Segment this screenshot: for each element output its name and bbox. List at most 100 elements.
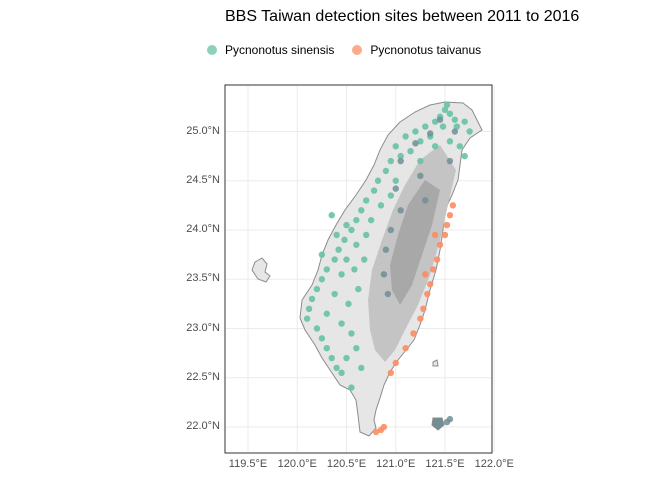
green-island <box>432 359 439 367</box>
detection-point <box>348 330 355 337</box>
detection-point <box>328 212 335 219</box>
detection-point <box>443 101 451 109</box>
detection-point <box>338 320 345 327</box>
detection-point <box>353 345 360 352</box>
detection-point <box>446 110 454 117</box>
detection-point <box>384 290 392 298</box>
detection-point <box>338 369 345 377</box>
detection-point <box>427 130 434 137</box>
detection-point <box>429 266 437 273</box>
chart-title: BBS Taiwan detection sites between 2011 … <box>225 8 580 25</box>
legend-item-taivanus: Pycnonotus taivanus <box>352 43 481 57</box>
detection-point <box>351 266 358 273</box>
y-tick-label: 24.0°N <box>186 223 220 235</box>
detection-point <box>412 128 419 135</box>
detection-point <box>420 305 427 312</box>
detection-point <box>374 177 382 184</box>
detection-point <box>318 335 326 342</box>
detection-point <box>422 123 429 130</box>
detection-point <box>380 423 388 431</box>
detection-point <box>363 231 370 239</box>
detection-point <box>328 354 335 362</box>
detection-point <box>382 246 390 253</box>
detection-point <box>451 116 459 123</box>
detection-point <box>402 345 409 352</box>
y-tick-label: 25.0°N <box>186 124 220 137</box>
detection-point <box>417 138 424 145</box>
detection-point <box>358 364 365 372</box>
orchid-island <box>431 417 445 431</box>
detection-point <box>441 231 449 239</box>
detection-point <box>387 192 395 199</box>
detection-point <box>431 118 439 125</box>
detection-point <box>427 280 434 288</box>
detection-point <box>443 221 451 229</box>
legend-item-sinensis: Pycnonotus sinensis <box>207 43 334 57</box>
detection-point <box>353 216 360 224</box>
detection-point <box>424 290 431 298</box>
detection-point <box>441 106 449 114</box>
detection-point <box>323 345 330 352</box>
detection-point <box>323 266 330 273</box>
legend-label-taivanus: Pycnonotus taivanus <box>370 43 482 57</box>
detection-point <box>461 152 468 160</box>
y-tick-label: 22.5°N <box>186 370 220 383</box>
taiwan-basemap <box>251 101 483 437</box>
detection-point <box>331 290 338 298</box>
detection-point <box>392 143 399 150</box>
legend-label-sinensis: Pycnonotus sinensis <box>225 43 335 57</box>
detection-point <box>361 256 368 263</box>
detection-point <box>380 271 388 278</box>
x-tick-label: 119.5°E <box>228 458 268 470</box>
detection-point <box>466 128 473 135</box>
detection-point <box>446 138 454 145</box>
detection-point <box>343 256 350 263</box>
detection-point <box>392 185 399 192</box>
detection-point <box>436 241 444 248</box>
detection-point <box>410 330 417 337</box>
detection-point <box>431 231 439 239</box>
detection-point <box>370 187 378 194</box>
legend-swatch-sinensis <box>207 45 217 55</box>
detection-point <box>348 226 355 234</box>
y-tick-label: 24.5°N <box>186 173 220 186</box>
detection-point <box>397 157 404 165</box>
detection-point <box>387 369 395 377</box>
detection-point <box>343 221 350 229</box>
y-tick-label: 22.0°N <box>186 420 220 432</box>
x-tick-label: 122.0°E <box>474 458 514 470</box>
detection-point <box>343 354 350 362</box>
detection-point <box>439 123 447 130</box>
detection-point <box>335 246 342 253</box>
detection-point <box>417 315 424 322</box>
detection-point <box>449 202 457 209</box>
detection-point <box>313 285 321 293</box>
detection-point <box>422 271 429 278</box>
detection-point <box>318 251 326 258</box>
detection-point <box>417 157 424 165</box>
detection-point <box>392 359 399 367</box>
detection-point <box>377 202 385 209</box>
detection-point <box>372 428 380 436</box>
detection-point <box>446 157 454 165</box>
detection-point <box>348 384 355 391</box>
x-tick-label: 121.0°E <box>376 458 416 470</box>
detection-point <box>363 197 370 204</box>
detection-point <box>417 172 424 180</box>
detection-point <box>433 256 441 263</box>
detection-point <box>308 295 316 303</box>
detection-point <box>422 197 429 204</box>
detection-point <box>313 325 321 332</box>
detection-point <box>305 305 313 312</box>
detection-point <box>402 133 409 140</box>
detection-point <box>355 285 362 293</box>
detection-point <box>446 415 454 423</box>
detection-point <box>392 177 399 184</box>
detection-point <box>397 152 404 160</box>
detection-point <box>407 148 414 155</box>
detection-point <box>453 123 461 130</box>
detection-point <box>338 271 345 278</box>
detection-point <box>367 216 375 224</box>
detection-point <box>446 212 454 219</box>
